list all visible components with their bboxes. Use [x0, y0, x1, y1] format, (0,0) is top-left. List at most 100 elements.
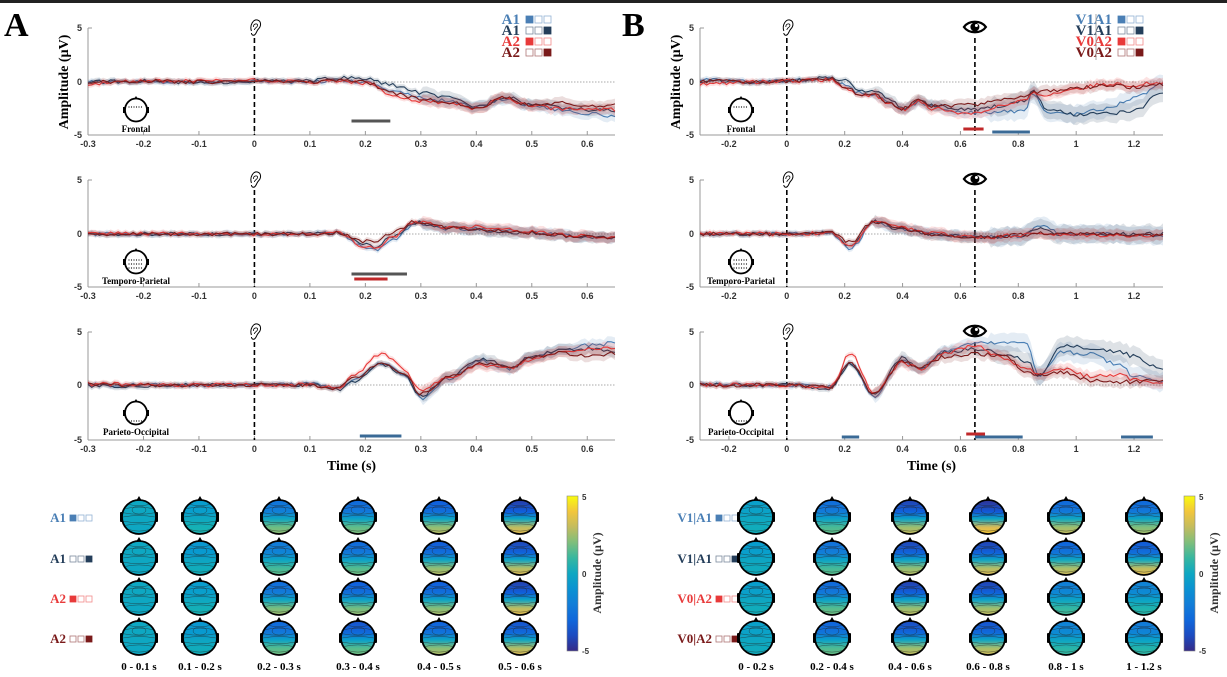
electrode-dot: [140, 420, 143, 422]
contour-line: [1128, 641, 1160, 644]
contour-line: [431, 586, 447, 596]
topomap: [420, 496, 458, 535]
contour-line: [129, 529, 149, 532]
contour-line: [341, 515, 375, 518]
eye-icon: [962, 20, 988, 34]
topomap-head: [814, 580, 850, 616]
region-label: Parieto-Occipital: [708, 427, 774, 437]
contour-line: [740, 553, 772, 556]
contour-line: [740, 601, 772, 604]
x-tick-label: 0.6: [954, 139, 967, 149]
contour-line: [129, 650, 149, 653]
region-label: Temporo-Parietal: [707, 276, 775, 286]
contour-line: [1134, 529, 1154, 532]
head-nose: [134, 248, 138, 251]
electrode-dot: [733, 263, 735, 265]
topomap-head: [121, 499, 157, 535]
topomap-head: [182, 580, 218, 616]
ear-outline: [782, 19, 794, 36]
legend-label-right: A2: [1094, 34, 1112, 50]
colorbar-tick: 0: [582, 570, 587, 579]
topomap-head: [502, 580, 538, 616]
contour-line: [125, 627, 153, 630]
contour-line: [971, 515, 1005, 518]
electrode-dot: [733, 106, 735, 108]
y-tick-label: 5: [689, 23, 694, 33]
eye-icon: [962, 172, 988, 186]
legend-label: A2: [502, 34, 520, 50]
contour-line: [1128, 561, 1160, 564]
contour-line: [503, 636, 537, 639]
legend-square-filled: [715, 514, 723, 522]
time-window-label: 1 - 1.2 s: [1126, 661, 1162, 673]
legend-square-empty: [525, 48, 534, 57]
topomap-head: [1048, 540, 1084, 576]
contour-line: [893, 636, 927, 639]
contour-line: [422, 636, 456, 639]
contour-line: [1056, 650, 1076, 653]
contour-line: [740, 633, 772, 636]
series-line: [87, 219, 616, 244]
electrode-dot: [745, 106, 748, 108]
contour-line: [816, 561, 848, 564]
legend-label-right: A1: [1094, 23, 1112, 39]
colorbar-tick: -5: [582, 647, 590, 656]
ear-inner: [785, 327, 791, 335]
topomap-head: [121, 580, 157, 616]
topomap: [339, 617, 377, 656]
panel-a: A 50-5-0.3 -0.2 -0.1 0 0.1 0.2 0.3 0.4 0.5 0.6Fron…: [4, 7, 616, 474]
y-tick-label: 5: [689, 175, 694, 185]
electrode-dot: [740, 267, 743, 269]
x-axis-label: Time (s): [327, 459, 376, 474]
topomap: [1125, 537, 1163, 576]
head-ear-right: [146, 410, 149, 416]
x-tick-label: 0: [784, 291, 789, 301]
topomap-head: [970, 580, 1006, 616]
legend-square-empty: [715, 555, 723, 563]
contour-line: [342, 633, 374, 636]
contour-line: [978, 570, 998, 573]
electrode-dot: [128, 259, 130, 261]
x-tick-label: 0.3: [415, 139, 428, 149]
contour-line: [504, 601, 536, 604]
topomap-head: [738, 620, 774, 656]
contour-line: [429, 529, 449, 532]
confidence-band: [700, 216, 1163, 245]
contour-line: [510, 570, 530, 573]
legend-square-empty: [69, 555, 77, 563]
legend-square-empty: [543, 37, 552, 46]
contour-line: [748, 586, 764, 596]
contour-line: [816, 601, 848, 604]
ear-outline: [250, 19, 262, 36]
contour-line: [900, 650, 920, 653]
electrode-dot: [128, 263, 130, 265]
legend-item: V1 A1: [1076, 23, 1144, 39]
contour-line: [1056, 570, 1076, 573]
topomap: [737, 617, 775, 656]
electrode-dot: [735, 106, 738, 108]
contour-line: [429, 570, 449, 573]
contour-line: [512, 626, 528, 636]
topomap-head: [970, 540, 1006, 576]
subplot-parieto-occipital: 5 0 -5-0.3 -0.2 -0.1 0 0.1 0.2 0.3 0.4 0.5 0.6 Parie…: [74, 323, 616, 454]
contour-line: [431, 626, 447, 636]
contour-line: [263, 601, 295, 604]
legend-square-filled: [85, 555, 93, 563]
contour-line: [1128, 553, 1160, 556]
topomap-head: [182, 540, 218, 576]
head-icon: [123, 399, 149, 426]
legend-square-filled: [1117, 37, 1126, 46]
contour-line: [971, 636, 1005, 639]
legend-label: A1: [502, 12, 520, 28]
legend-square-empty: [723, 555, 731, 563]
electrode-dot: [740, 420, 743, 422]
confidence-band: [88, 341, 615, 397]
topomap-panel-b: V1|A1 V1|A1 V0|A2 V0|A2 0 - 0.2 s 0.2 - 0.4 s…: [677, 493, 1221, 673]
confidence-band: [700, 74, 1163, 116]
contour-line: [896, 587, 924, 590]
region-label: Parieto-Occipital: [103, 427, 169, 437]
contour-line: [265, 506, 293, 509]
x-tick-label: -0.2: [721, 444, 737, 454]
electrode-dot: [745, 259, 748, 261]
topomap: [339, 537, 377, 576]
